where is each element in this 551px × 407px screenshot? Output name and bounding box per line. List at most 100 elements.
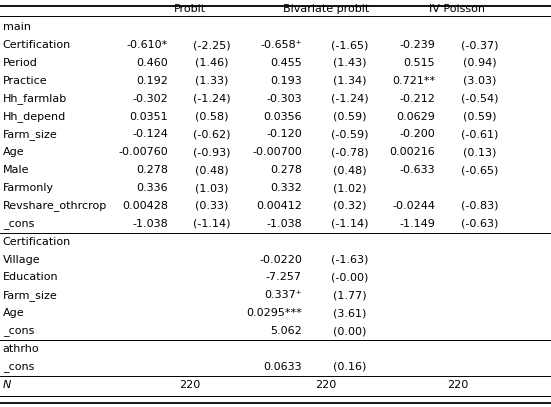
Text: Practice: Practice [3,76,47,86]
Text: 0.192: 0.192 [136,76,168,86]
Text: -0.0220: -0.0220 [259,254,302,265]
Text: athrho: athrho [3,344,39,354]
Text: Village: Village [3,254,40,265]
Text: 0.332: 0.332 [270,183,302,193]
Text: Bivariate probit: Bivariate probit [283,4,369,14]
Text: 0.455: 0.455 [270,58,302,68]
Text: _cons: _cons [3,362,34,372]
Text: -0.00700: -0.00700 [252,147,302,158]
Text: (1.77): (1.77) [333,290,367,300]
Text: 0.337⁺: 0.337⁺ [264,290,302,300]
Text: 0.00428: 0.00428 [122,201,168,211]
Text: (-0.00): (-0.00) [331,272,369,282]
Text: (3.61): (3.61) [333,308,366,318]
Text: -1.038: -1.038 [266,219,302,229]
Text: (1.03): (1.03) [196,183,229,193]
Text: (1.43): (1.43) [333,58,366,68]
Text: 0.721**: 0.721** [392,76,435,86]
Text: -0.124: -0.124 [132,129,168,140]
Text: (0.94): (0.94) [462,58,496,68]
Text: (1.33): (1.33) [196,76,229,86]
Text: (0.48): (0.48) [195,165,229,175]
Text: (-0.93): (-0.93) [193,147,231,158]
Text: -0.633: -0.633 [399,165,435,175]
Text: -0.200: -0.200 [399,129,435,140]
Text: -0.120: -0.120 [266,129,302,140]
Text: (-1.63): (-1.63) [331,254,369,265]
Text: 5.062: 5.062 [270,326,302,336]
Text: Revshare_othrcrop: Revshare_othrcrop [3,201,107,211]
Text: (-0.37): (-0.37) [461,40,498,50]
Text: (-0.61): (-0.61) [461,129,498,140]
Text: -0.610*: -0.610* [127,40,168,50]
Text: _cons: _cons [3,326,34,336]
Text: (-0.83): (-0.83) [461,201,498,211]
Text: (-1.14): (-1.14) [193,219,231,229]
Text: Hh_depend: Hh_depend [3,111,66,122]
Text: 0.278: 0.278 [270,165,302,175]
Text: -0.302: -0.302 [132,94,168,104]
Text: (3.03): (3.03) [463,76,496,86]
Text: (-0.54): (-0.54) [461,94,498,104]
Text: (0.33): (0.33) [196,201,229,211]
Text: -0.239: -0.239 [399,40,435,50]
Text: (1.02): (1.02) [333,183,366,193]
Text: (-1.14): (-1.14) [331,219,369,229]
Text: (1.34): (1.34) [333,76,366,86]
Text: 0.336: 0.336 [137,183,168,193]
Text: -1.038: -1.038 [132,219,168,229]
Text: Certification: Certification [3,40,71,50]
Text: Farmonly: Farmonly [3,183,54,193]
Text: Probit: Probit [174,4,206,14]
Text: Certification: Certification [3,237,71,247]
Text: Farm_size: Farm_size [3,129,57,140]
Text: Age: Age [3,308,24,318]
Text: -0.303: -0.303 [266,94,302,104]
Text: -0.00760: -0.00760 [118,147,168,158]
Text: (1.46): (1.46) [196,58,229,68]
Text: (-0.59): (-0.59) [331,129,369,140]
Text: (-0.78): (-0.78) [331,147,369,158]
Text: Hh_farmlab: Hh_farmlab [3,93,67,104]
Text: 0.278: 0.278 [136,165,168,175]
Text: 220: 220 [315,380,337,389]
Text: N: N [3,380,11,389]
Text: (0.59): (0.59) [463,112,496,122]
Text: Farm_size: Farm_size [3,290,57,301]
Text: IV Poisson: IV Poisson [429,4,485,14]
Text: -0.0244: -0.0244 [392,201,435,211]
Text: -1.149: -1.149 [399,219,435,229]
Text: Period: Period [3,58,37,68]
Text: 220: 220 [447,380,468,389]
Text: -0.212: -0.212 [399,94,435,104]
Text: 0.0633: 0.0633 [263,362,302,372]
Text: (0.58): (0.58) [196,112,229,122]
Text: 0.0356: 0.0356 [263,112,302,122]
Text: (0.59): (0.59) [333,112,366,122]
Text: (0.13): (0.13) [463,147,496,158]
Text: 0.00216: 0.00216 [390,147,435,158]
Text: (-1.24): (-1.24) [331,94,369,104]
Text: -7.257: -7.257 [266,272,302,282]
Text: (0.32): (0.32) [333,201,366,211]
Text: main: main [3,22,31,32]
Text: 0.0295***: 0.0295*** [246,308,302,318]
Text: Education: Education [3,272,58,282]
Text: (0.48): (0.48) [333,165,367,175]
Text: Male: Male [3,165,29,175]
Text: (-0.63): (-0.63) [461,219,498,229]
Text: 0.460: 0.460 [136,58,168,68]
Text: 0.0351: 0.0351 [129,112,168,122]
Text: 220: 220 [180,380,201,389]
Text: (0.16): (0.16) [333,362,366,372]
Text: 0.00412: 0.00412 [256,201,302,211]
Text: Age: Age [3,147,24,158]
Text: (-1.24): (-1.24) [193,94,231,104]
Text: -0.658⁺: -0.658⁺ [260,40,302,50]
Text: 0.193: 0.193 [270,76,302,86]
Text: 0.0629: 0.0629 [396,112,435,122]
Text: (-0.62): (-0.62) [193,129,231,140]
Text: (-1.65): (-1.65) [331,40,369,50]
Text: 0.515: 0.515 [404,58,435,68]
Text: (-0.65): (-0.65) [461,165,498,175]
